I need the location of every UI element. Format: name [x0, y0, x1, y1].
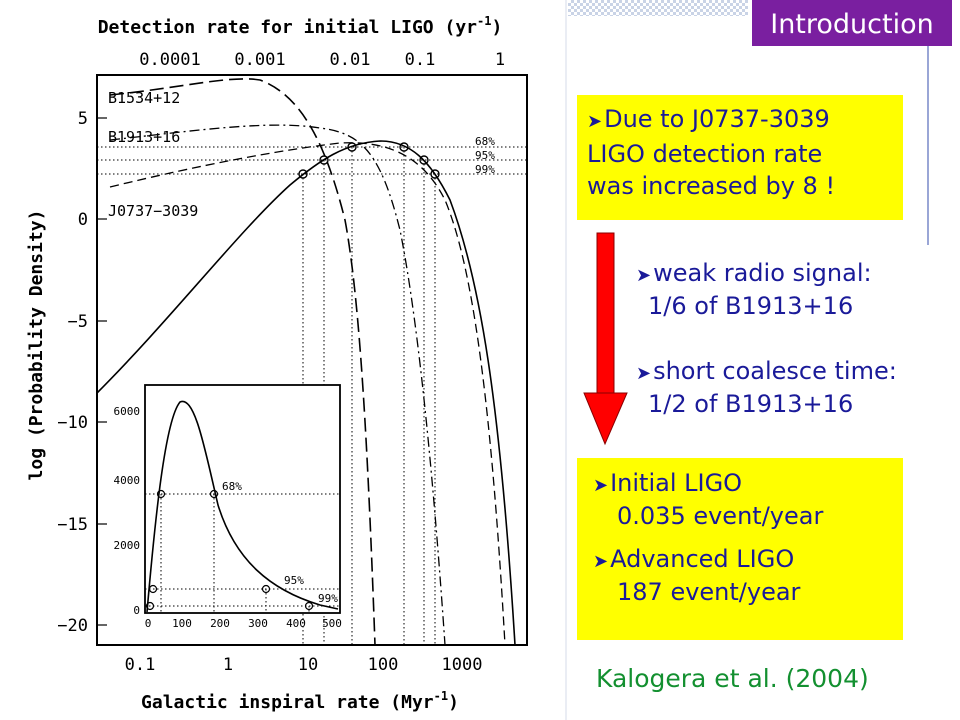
x-tick-label: 1: [223, 655, 233, 675]
y-axis-ticks: 5 0 −5 −10 −15 −20: [57, 109, 88, 636]
j0737-combined-curve: [96, 140, 516, 646]
x-axis-ticks: 0.1 1 10 100 1000: [125, 655, 483, 675]
svg-text:4000: 4000: [114, 474, 141, 487]
x-tick-label: 1000: [442, 655, 483, 675]
curve-label-b1534: B1534+12: [108, 89, 180, 107]
arrow-bullet-icon: ➤: [587, 111, 603, 132]
svg-text:0: 0: [145, 617, 152, 630]
x-tick-label: 10: [298, 655, 318, 675]
x-tick-label: 0.1: [125, 655, 156, 675]
top-tick-label: 0.0001: [139, 50, 200, 70]
top-tick-label: 0.001: [234, 50, 285, 70]
svg-text:2000: 2000: [114, 539, 141, 552]
section-tag: Introduction: [752, 0, 952, 46]
svg-text:95%: 95%: [284, 574, 304, 587]
citation: Kalogera et al. (2004): [596, 664, 869, 693]
arrow-bullet-icon: ➤: [593, 475, 609, 496]
top-axis-label: Detection rate for initial LIGO (yr-1): [98, 14, 503, 38]
inset-plot: 6000 4000 2000 0 0 100 200 300 400 500: [114, 384, 342, 630]
level-labels: 68% 95% 99%: [475, 135, 495, 176]
y-tick-label: −10: [57, 413, 88, 433]
curve-labels: B1534+12 B1913+16 J0737−3039: [108, 89, 198, 220]
initial-ligo-rate: 0.035 event/year: [617, 502, 824, 530]
top-tick-label: 0.01: [330, 50, 371, 70]
box1-bullet: Due to J0737-3039: [604, 105, 830, 133]
highlight-box-ligo-rates: ➤Initial LIGO 0.035 event/year ➤Advanced…: [577, 458, 903, 640]
b1913-curve: [109, 124, 446, 646]
svg-text:99%: 99%: [318, 592, 338, 605]
inset-y-ticks: 6000 4000 2000 0: [114, 405, 141, 617]
inset-curve: [146, 400, 339, 613]
b1534-curve: [109, 78, 376, 646]
svg-text:500: 500: [322, 617, 342, 630]
svg-text:100: 100: [172, 617, 192, 630]
j0737-curve: [109, 142, 506, 646]
item-weak-signal: ➤weak radio signal: 1/6 of B1913+16: [636, 259, 872, 320]
x-tick-label: 100: [368, 655, 399, 675]
y-tick-marks: [97, 117, 107, 626]
y-tick-label: −20: [57, 616, 88, 636]
svg-text:0: 0: [133, 604, 140, 617]
top-tick-label: 1: [495, 50, 505, 70]
x-axis-label: Galactic inspiral rate (Myr-1): [141, 689, 459, 713]
header-pattern: [568, 0, 748, 16]
svg-text:400: 400: [286, 617, 306, 630]
red-down-arrow-icon: [583, 232, 628, 446]
y-tick-label: 0: [78, 210, 88, 230]
curve-label-b1913: B1913+16: [108, 128, 180, 146]
svg-text:99%: 99%: [475, 163, 495, 176]
top-axis-ticks: 0.0001 0.001 0.01 0.1 1: [139, 50, 505, 70]
curve-label-j0737: J0737−3039: [108, 202, 198, 220]
y-tick-label: −15: [57, 515, 88, 535]
item-short-coalesce: ➤short coalesce time: 1/2 of B1913+16: [636, 357, 897, 418]
main-plot-frame: [96, 74, 528, 646]
inset-level-labels: 68% 95% 99%: [222, 480, 338, 605]
box1-line2: LIGO detection rate: [587, 140, 823, 168]
advanced-ligo-rate: 187 event/year: [617, 578, 801, 606]
arrow-bullet-icon: ➤: [636, 265, 652, 286]
svg-text:68%: 68%: [222, 480, 242, 493]
top-tick-label: 0.1: [405, 50, 436, 70]
arrow-bullet-icon: ➤: [636, 363, 652, 384]
inset-points: [145, 489, 314, 611]
svg-text:68%: 68%: [475, 135, 495, 148]
highlight-box-j0737: ➤Due to J0737-3039 LIGO detection rate w…: [577, 95, 903, 220]
box1-line3: was increased by 8 !: [587, 172, 836, 200]
svg-text:95%: 95%: [475, 149, 495, 162]
svg-text:6000: 6000: [114, 405, 141, 418]
y-tick-label: −5: [68, 312, 88, 332]
svg-text:300: 300: [248, 617, 268, 630]
arrow-bullet-icon: ➤: [593, 551, 609, 572]
y-tick-label: 5: [78, 109, 88, 129]
inset-x-ticks: 0 100 200 300 400 500: [145, 617, 342, 630]
inset-frame: [144, 384, 341, 614]
y-axis-label: log (Probability Density): [26, 210, 47, 481]
confidence-points: [298, 142, 440, 179]
svg-text:200: 200: [210, 617, 230, 630]
